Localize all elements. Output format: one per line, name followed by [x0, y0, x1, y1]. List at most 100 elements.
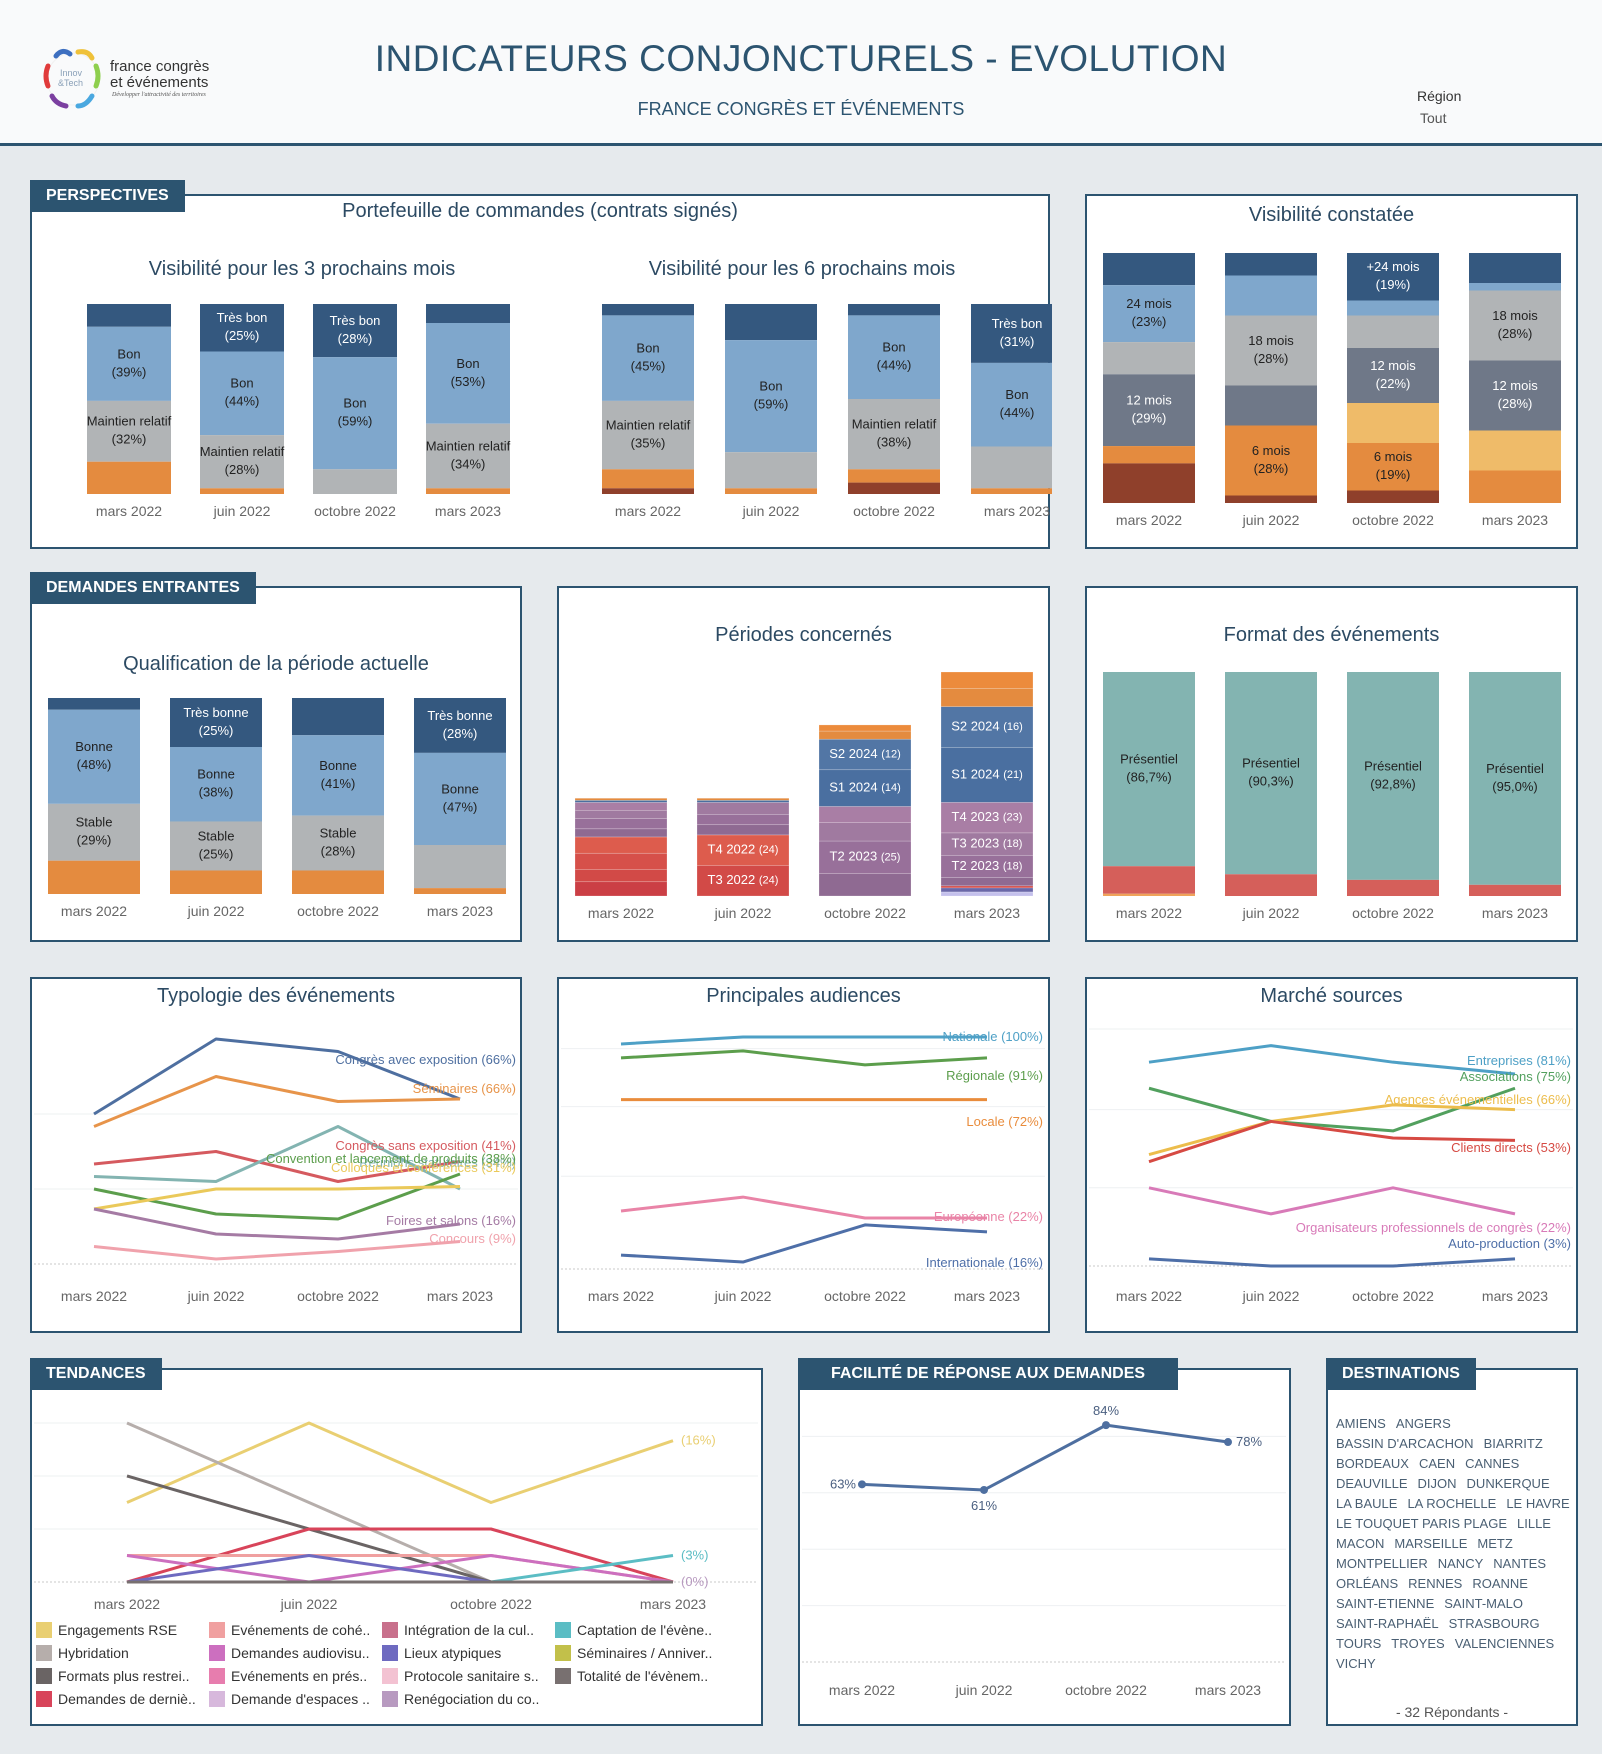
- bar-segment: [313, 304, 397, 358]
- bar-segment: [574, 802, 668, 811]
- x-tick-label: mars 2023: [954, 905, 1020, 921]
- legend-item[interactable]: Evénements de cohé..: [209, 1620, 370, 1640]
- bar-segment: [1103, 374, 1195, 447]
- destination-item: NANCY: [1437, 1556, 1484, 1571]
- bar-label: Bonne: [75, 739, 113, 754]
- chart-facilite: mars 2022 juin 2022 octobre 2022 mars 2023 6…: [802, 1403, 1286, 1698]
- bar-label: (22%): [1376, 376, 1411, 391]
- destination-item: BASSIN D'ARCACHON: [1336, 1436, 1474, 1451]
- bar-segment: [725, 304, 817, 341]
- bar-segment: [292, 815, 384, 871]
- page-title: INDICATEURS CONJONCTURELS - EVOLUTION: [374, 38, 1228, 79]
- bar-label: Maintien relatif: [852, 417, 937, 432]
- destination-item: AMIENS: [1336, 1416, 1386, 1431]
- x-tick-label: mars 2022: [61, 903, 127, 919]
- svg-text:&Tech: &Tech: [58, 78, 83, 88]
- series-end-label: Foires et salons (16%): [386, 1213, 516, 1228]
- series-end-label: Organisateurs professionnels de congrès …: [1296, 1220, 1571, 1235]
- series-line: [620, 1035, 987, 1046]
- bar-segment: [574, 828, 668, 838]
- x-tick-label: juin 2022: [714, 905, 772, 921]
- legend-swatch: [382, 1668, 398, 1684]
- data-label: 78%: [1236, 1434, 1262, 1449]
- series-line: [93, 1125, 461, 1191]
- bar-label: Présentiel: [1120, 752, 1178, 767]
- legend-item[interactable]: Hybridation: [36, 1643, 129, 1663]
- legend-item[interactable]: Evénements en prés..: [209, 1666, 367, 1686]
- bar-segment: [426, 323, 510, 424]
- logo-line2: et événements: [110, 74, 209, 91]
- x-tick-label: juin 2022: [714, 1288, 772, 1304]
- legend-item[interactable]: Demandes de derniè..: [36, 1689, 196, 1709]
- legend-item[interactable]: Engagements RSE: [36, 1620, 177, 1640]
- data-point: [980, 1485, 988, 1494]
- legend-label: Renégociation du co..: [404, 1691, 540, 1707]
- destinations-panel: [1326, 1368, 1578, 1726]
- bar-segment: [1103, 866, 1195, 894]
- bar-label: Très bonne: [427, 708, 492, 723]
- x-tick-label: juin 2022: [1242, 905, 1300, 921]
- legend-item[interactable]: Lieux atypiques: [382, 1643, 501, 1663]
- portefeuille-title: Portefeuille de commandes (contrats sign…: [342, 200, 738, 222]
- legend-label: Demandes audiovisu..: [231, 1645, 370, 1661]
- visibilite-constatee-title: Visibilité constatée: [1248, 204, 1415, 226]
- legend-item[interactable]: Intégration de la cul..: [382, 1620, 534, 1640]
- legend-swatch: [36, 1622, 52, 1638]
- legend-item[interactable]: Séminaires / Anniver..: [555, 1643, 712, 1663]
- section-tab-facilite: FACILITÉ DE RÉPONSE AUX DEMANDES: [798, 1358, 1178, 1390]
- bar-segment: [1225, 874, 1317, 896]
- bar-segment: [940, 802, 1034, 834]
- legend-item[interactable]: Renégociation du co..: [382, 1689, 539, 1709]
- chart-audiences: Nationale (100%) Régionale (91%) Locale (7…: [561, 1029, 1045, 1304]
- x-tick-label: octobre 2022: [1352, 905, 1434, 921]
- chart-marche-sources: Entreprises (81%)Associations (75%) Agenc…: [1089, 1028, 1573, 1304]
- bar-label: Maintien relatif: [200, 444, 285, 459]
- periodes-title: Périodes concernés: [715, 624, 892, 646]
- bar-label: (28%): [1498, 326, 1533, 341]
- bar-segment: [1103, 285, 1195, 343]
- bar-label: (28%): [1498, 396, 1533, 411]
- bar-label: Maintien relatif: [87, 414, 172, 429]
- legend-label: Formats plus restrei..: [58, 1668, 190, 1684]
- legend-item[interactable]: Totalité de l'évènem..: [555, 1666, 708, 1686]
- bar-segment: [602, 304, 694, 316]
- bar-segment: [48, 709, 140, 804]
- chart-tendances: mars 2022 juin 2022 octobre 2022 mars 2023 (…: [34, 1421, 758, 1612]
- bar-segment: [170, 870, 262, 894]
- logo-tagline: Développer l'attractivité des territoire…: [112, 92, 206, 98]
- series-line: [93, 1240, 461, 1261]
- bar-segment: [1469, 884, 1561, 896]
- legend-item[interactable]: Protocole sanitaire s..: [382, 1666, 539, 1686]
- destination-row: VICHY: [1336, 1654, 1580, 1674]
- series-line: [620, 1195, 987, 1220]
- bar-label: Bon: [343, 396, 366, 411]
- x-tick-label: mars 2022: [1116, 1288, 1182, 1304]
- legend-item[interactable]: Formats plus restrei..: [36, 1666, 189, 1686]
- typologie-title: Typologie des événements: [157, 985, 395, 1007]
- bar-segment: [818, 724, 912, 732]
- series-end-label: Réunions statutaires (34%): [359, 1155, 516, 1170]
- legend-label: Evénements en prés..: [231, 1668, 368, 1684]
- bar-segment: [414, 888, 506, 894]
- series-line: [93, 1172, 461, 1221]
- series-line: [1148, 1257, 1516, 1268]
- bar-segment: [971, 304, 1052, 363]
- legend-item[interactable]: Demandes audiovisu..: [209, 1643, 370, 1663]
- bar-label: (86,7%): [1126, 770, 1172, 785]
- bar-segment: [1347, 879, 1439, 896]
- bar-label: (90,3%): [1248, 774, 1294, 789]
- legend-item[interactable]: Captation de l'évène..: [555, 1620, 712, 1640]
- bar-segment: [696, 802, 790, 815]
- bar-segment: [696, 865, 790, 897]
- bar-label: (23%): [1132, 314, 1167, 329]
- bar-segment: [574, 799, 668, 803]
- legend-item[interactable]: Demande d'espaces ..: [209, 1689, 370, 1709]
- tendances-panel: mars 2022 juin 2022 octobre 2022 mars 2023 (…: [30, 1368, 763, 1726]
- bar-label: (29%): [77, 833, 112, 848]
- series-end-label: (3%): [681, 1548, 708, 1563]
- destination-row: DEAUVILLE DIJON DUNKERQUE: [1336, 1474, 1580, 1494]
- bar-segment: [940, 747, 1034, 803]
- bar-segment: [574, 852, 668, 870]
- region-filter[interactable]: Tout: [1420, 110, 1447, 126]
- respondents-count: - 32 Répondants -: [1395, 1704, 1509, 1720]
